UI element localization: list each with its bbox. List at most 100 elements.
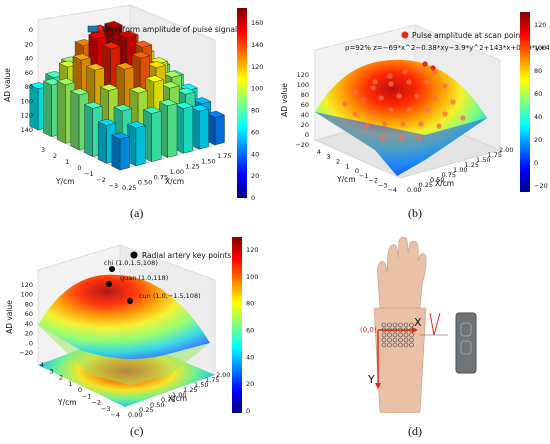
bar-face-top: [178, 83, 198, 91]
z-tick-label: 100: [297, 81, 309, 89]
y-tick-label: 0: [77, 164, 81, 172]
x-tick-label: 1.75: [217, 152, 231, 160]
x-tick-label: 0.75: [154, 173, 168, 181]
colorbar-tick-label: −20: [534, 182, 548, 190]
z-tick-label: 0: [305, 131, 309, 139]
x-tick-label: 1.25: [465, 161, 479, 169]
scan-point: [388, 107, 394, 113]
scan-point: [422, 61, 428, 67]
scan-point: [378, 95, 384, 101]
bar-face-top: [160, 81, 180, 89]
scan-point: [442, 111, 448, 117]
colorbar-tick-label: 100: [246, 273, 258, 281]
colorbar-tick-label: 60: [251, 128, 259, 136]
bar-face-top: [72, 53, 92, 61]
z-axis-label: AD value: [3, 68, 12, 102]
key-point-marker: [109, 266, 115, 272]
bar-face-side: [111, 134, 121, 171]
bar-face-top: [142, 106, 162, 114]
scan-point: [372, 79, 378, 85]
caption-c: (c): [130, 424, 144, 438]
sensor-cell: [403, 342, 409, 348]
y-tick-label: −3: [378, 181, 388, 189]
z-tick-label: 0: [29, 339, 33, 347]
x-tick-label: 1.00: [453, 166, 467, 174]
scan-point: [418, 121, 424, 127]
y-tick-label: −4: [110, 411, 120, 419]
legend-label: Pulse amplitude at scan point: [412, 31, 523, 40]
panel-b-chart: Pulse amplitude at scan point ρ=92% z=−6…: [280, 12, 550, 194]
z-tick-label: 120: [297, 71, 309, 79]
x-tick-label: 0.25: [139, 406, 153, 414]
x-tick-label: 0.00: [128, 411, 142, 419]
bar-face-front: [119, 136, 130, 171]
y-axis-label: Y/cm: [57, 398, 77, 407]
colorbar-tick-label: 20: [251, 172, 259, 180]
scan-point: [380, 135, 386, 141]
y-tick-label: −3: [101, 405, 111, 413]
colorbar-tick-label: 40: [534, 113, 542, 121]
z-tick-label: 20: [25, 40, 33, 48]
z-tick-label: −20: [295, 141, 309, 149]
x-tick-label: 0.75: [442, 171, 456, 179]
bar: [111, 132, 131, 171]
y-arrowhead: [375, 383, 381, 389]
sensor-cell: [387, 322, 392, 328]
scan-point: [398, 135, 404, 141]
bar-face-top: [97, 118, 117, 126]
y-tick-label: 1: [68, 380, 72, 388]
bar-face-top: [113, 104, 133, 112]
z-tick-label: 100: [21, 291, 33, 299]
bar: [206, 110, 226, 146]
bar-face-side: [43, 80, 52, 137]
y-label: Y: [367, 373, 375, 386]
y-tick-label: 4: [40, 361, 44, 369]
sensor-cell: [387, 332, 392, 338]
scan-point: [382, 121, 388, 127]
colorbar-tick-label: 0: [246, 407, 250, 415]
colorbar-tick-label: 120: [251, 63, 263, 71]
bar: [158, 99, 178, 158]
z-tick-label: 40: [25, 55, 33, 63]
x-tick-label: 0.50: [430, 176, 444, 184]
legend-label: Waveform amplitude of pulse signal: [102, 25, 237, 34]
scan-point: [424, 79, 430, 85]
sensor-cell: [409, 337, 414, 343]
key-point-marker: [127, 298, 133, 304]
scan-point: [400, 121, 406, 127]
panel-c-chart: chi (1.0,1.5,108) guan (1.0,118) cun (1.0,…: [5, 237, 258, 419]
bar-face-top: [104, 20, 123, 28]
sensor-cell: [403, 322, 409, 328]
key-points: chi (1.0,1.5,108) guan (1.0,118) cun (1.0,…: [104, 259, 201, 304]
scan-point: [450, 99, 456, 105]
x-tick-label: 0.75: [161, 396, 175, 404]
x-tick-label: 1.50: [194, 381, 208, 389]
x-tick-label: 1.00: [170, 168, 184, 176]
bar-face-top: [56, 78, 76, 86]
bar: [190, 104, 210, 150]
colorbar-tick-label: 60: [534, 90, 542, 98]
colorbar-tick-label: 120: [246, 246, 258, 254]
x-tick-label: 1.75: [488, 151, 502, 159]
y-tick-label: 2: [53, 152, 57, 160]
colorbar-tick-label: 80: [246, 300, 254, 308]
x-tick-label: 1.50: [476, 156, 490, 164]
scan-point: [406, 79, 412, 85]
bar-face-top: [131, 51, 151, 59]
bar-face-front: [214, 114, 225, 146]
scan-point: [430, 65, 436, 71]
panel-d-illustration: (0,0) X Y: [360, 236, 477, 413]
x-tick-label: 1.50: [201, 157, 215, 165]
z-axis-label: AD value: [280, 83, 289, 117]
bar-face-top: [117, 31, 137, 39]
bar-face-top: [70, 88, 90, 96]
sensor-cell: [381, 337, 387, 343]
scan-points: [342, 61, 466, 141]
sensor-cell: [392, 342, 398, 348]
bar: [127, 121, 146, 167]
sensor-cell: [381, 342, 387, 348]
colorbar-tick-label: 160: [251, 19, 263, 27]
colorbar: [237, 8, 247, 198]
x-tick-label: 0.50: [138, 179, 152, 187]
key-point: cun (1.0,−1.5,108): [127, 292, 201, 304]
